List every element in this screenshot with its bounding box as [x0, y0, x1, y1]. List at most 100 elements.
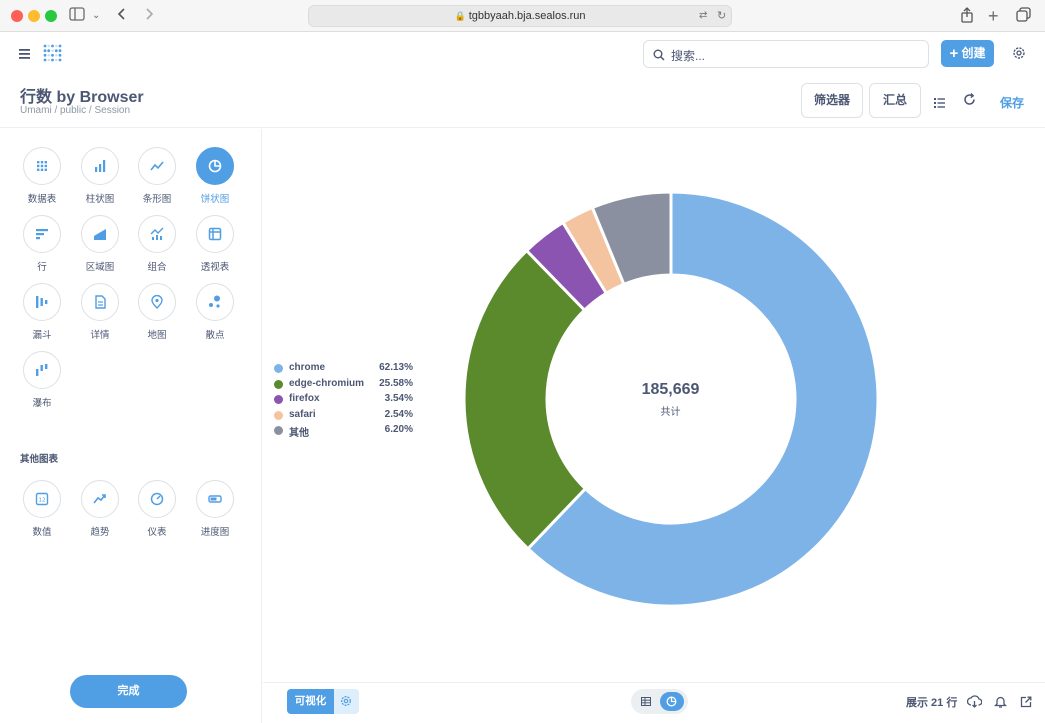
address-bar[interactable]: 🔒 tgbbyaah.bja.sealos.run ⇄ ↻ — [308, 5, 732, 27]
number-icon: 12 — [35, 492, 49, 506]
search-icon — [653, 48, 665, 66]
legend-item[interactable]: edge-chromium 25.58% — [273, 377, 413, 393]
chart-type-bar[interactable]: 柱状图 — [71, 147, 129, 207]
forward-icon[interactable] — [144, 7, 154, 25]
new-tab-icon[interactable]: + — [988, 6, 999, 26]
chart-type-label: 进度图 — [200, 527, 230, 538]
chart-type-waterfall[interactable]: 瀑布 — [13, 351, 71, 411]
plus-icon: + — [949, 45, 959, 62]
legend-label: edge-chromium — [289, 377, 365, 389]
chart-container: chrome 62.13% edge-chromium 25.58% firefox 3.… — [263, 129, 1045, 681]
chart-type-label: 漏斗 — [32, 330, 52, 341]
chart-type-label: 数据表 — [27, 194, 57, 205]
filter-button[interactable]: 筛选器 — [801, 83, 863, 118]
pie-slice-edge-chromium[interactable] — [462, 248, 588, 551]
chart-type-label: 地图 — [147, 330, 167, 341]
table-grid-icon — [37, 161, 47, 171]
chart-type-label: 数值 — [32, 527, 52, 538]
line-chart-icon — [150, 161, 164, 171]
pie-chart-icon — [666, 696, 677, 707]
minimize-window-button[interactable] — [28, 10, 40, 22]
row-chart-icon — [36, 229, 48, 240]
chart-type-label: 条形图 — [142, 194, 172, 205]
other-charts-heading: 其他图表 — [20, 454, 59, 465]
chart-type-label: 趋势 — [90, 527, 110, 538]
gear-icon[interactable] — [1012, 46, 1026, 65]
notebook-icon[interactable] — [934, 95, 945, 113]
bell-icon[interactable] — [993, 695, 1008, 713]
chart-type-pie[interactable]: 饼状图 — [186, 147, 244, 207]
legend-percent: 3.54% — [384, 393, 413, 404]
legend-item[interactable]: safari 2.54% — [273, 408, 413, 424]
pie-slice-chrome[interactable] — [525, 190, 880, 608]
legend-swatch — [274, 395, 283, 404]
chart-total-value: 185,669 — [641, 381, 700, 398]
search-input[interactable]: 搜索... — [643, 40, 929, 68]
metabase-logo-icon[interactable] — [43, 44, 62, 67]
chart-type-row[interactable]: 行 — [13, 215, 71, 275]
chart-type-detail[interactable]: 详情 — [71, 283, 129, 343]
download-icon[interactable] — [966, 695, 983, 713]
share-icon[interactable] — [1020, 695, 1032, 713]
lock-icon: 🔒 — [454, 11, 466, 21]
create-label: 创建 — [961, 46, 986, 60]
question-header: 行数 by Browser Umami / public / Session 筛… — [0, 73, 1045, 128]
done-button[interactable]: 完成 — [70, 675, 187, 708]
row-count: 展示 21 行 — [906, 697, 958, 709]
browser-toolbar: ⌄ 🔒 tgbbyaah.bja.sealos.run ⇄ ↻ + — [0, 0, 1045, 32]
waterfall-icon — [36, 364, 48, 376]
legend-item[interactable]: firefox 3.54% — [273, 392, 413, 408]
legend-swatch — [274, 410, 283, 420]
breadcrumb[interactable]: Umami / public / Session — [20, 105, 131, 116]
bar-chart-icon — [95, 160, 106, 172]
chart-type-combo[interactable]: 组合 — [128, 215, 186, 275]
chart-type-trend[interactable]: 趋势 — [71, 480, 129, 540]
chart-type-number[interactable]: 12 数值 — [13, 480, 71, 540]
chart-type-line[interactable]: 条形图 — [128, 147, 186, 207]
chart-type-label: 柱状图 — [85, 194, 115, 205]
tab-overview-icon[interactable] — [1016, 7, 1031, 25]
chart-type-label: 透视表 — [200, 262, 230, 273]
chart-view-button[interactable] — [660, 692, 684, 711]
table-view-button[interactable] — [635, 692, 657, 711]
detail-document-icon — [95, 295, 106, 309]
create-button[interactable]: + 创建 — [941, 40, 994, 67]
area-chart-icon — [94, 229, 106, 240]
pie-slice-其他[interactable] — [590, 190, 673, 287]
reload-icon[interactable]: ↻ — [717, 10, 727, 22]
chart-legend: chrome 62.13% edge-chromium 25.58% firefox 3.… — [273, 361, 413, 439]
chevron-down-icon[interactable]: ⌄ — [92, 10, 101, 21]
scatter-icon — [209, 295, 220, 308]
zoom-window-button[interactable] — [45, 10, 57, 22]
chart-type-pivot[interactable]: 透视表 — [186, 215, 244, 275]
chart-type-label: 行 — [37, 262, 47, 273]
chart-type-scatter[interactable]: 散点 — [186, 283, 244, 343]
page-title[interactable]: 行数 by Browser — [20, 89, 144, 106]
chart-total-label: 共计 — [660, 407, 681, 418]
legend-swatch — [274, 379, 283, 389]
translate-icon[interactable]: ⇄ — [699, 10, 708, 21]
share-icon[interactable] — [960, 7, 974, 25]
summarize-button[interactable]: 汇总 — [869, 83, 921, 118]
legend-swatch — [274, 426, 283, 435]
chart-type-map[interactable]: 地图 — [128, 283, 186, 343]
chart-type-funnel[interactable]: 漏斗 — [13, 283, 71, 343]
save-button[interactable]: 保存 — [1000, 96, 1025, 110]
chart-settings-button[interactable] — [334, 689, 359, 714]
chart-type-area[interactable]: 区域图 — [71, 215, 129, 275]
sidebar-toggle-icon[interactable] — [69, 7, 85, 25]
legend-item[interactable]: 其他 6.20% — [273, 423, 413, 439]
close-window-button[interactable] — [11, 10, 23, 22]
legend-swatch — [274, 364, 283, 373]
refresh-icon[interactable] — [963, 93, 976, 111]
hamburger-menu-icon[interactable] — [19, 46, 30, 64]
chart-type-table[interactable]: 数据表 — [13, 147, 71, 207]
chart-type-gauge[interactable]: 仪表 — [128, 480, 186, 540]
chart-type-progress[interactable]: 进度图 — [186, 480, 244, 540]
back-icon[interactable] — [117, 7, 127, 25]
visualization-button[interactable]: 可视化 — [287, 689, 334, 714]
legend-item[interactable]: chrome 62.13% — [273, 361, 413, 377]
map-pin-icon — [151, 295, 163, 309]
url-text: tgbbyaah.bja.sealos.run — [468, 10, 586, 22]
